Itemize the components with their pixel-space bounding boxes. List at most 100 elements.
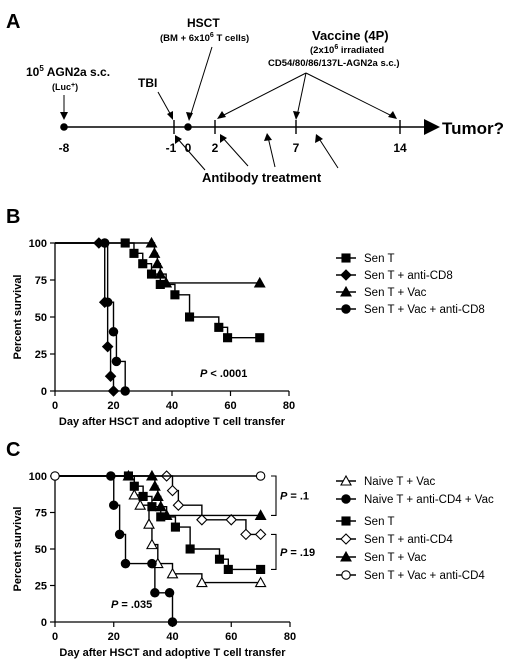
series-0-point — [143, 518, 155, 529]
timeline-arrowhead — [424, 119, 440, 135]
dot-day-0 — [184, 123, 192, 131]
y-axis-label: Percent survival — [12, 275, 24, 360]
panel-b-letter: B — [6, 206, 20, 228]
legend-label: Sen T + Vac — [364, 552, 427, 564]
series-4-point — [148, 480, 161, 491]
day-label: 14 — [393, 141, 407, 155]
legend-marker — [340, 269, 352, 281]
y-tick-label: 0 — [41, 617, 47, 629]
bracket-p-value: P = .19 — [280, 547, 315, 559]
arrow-antibody-4 — [317, 136, 339, 169]
series-0-point — [185, 312, 195, 322]
panel-b: B 0 25 50 75 100 0 20 40 60 80 Day after HSCT and … — [6, 206, 485, 428]
p-label: P — [200, 368, 208, 380]
series-1-point — [107, 385, 120, 397]
series-1-point — [167, 617, 178, 627]
series-1-point — [164, 588, 175, 598]
series-2-point — [256, 564, 266, 574]
series-1-point — [101, 340, 114, 353]
series-1-point — [104, 370, 117, 382]
arrow-vaccine-day7 — [296, 72, 307, 117]
significance-bracket — [271, 475, 277, 516]
p-value: = .035 — [118, 599, 152, 611]
agn2a-sublabel: (Luc+) — [52, 82, 78, 92]
arrowhead — [175, 135, 182, 144]
series-2-point — [223, 564, 233, 574]
x-tick-label: 40 — [166, 400, 178, 412]
series-2-point — [160, 276, 173, 288]
x-tick-label: 80 — [283, 400, 295, 412]
legend-label: Sen T + Vac + anti-CD8 — [364, 304, 485, 316]
legend-b: Sen T Sen T + anti-CD8 Sen T + Vac Sen T + … — [336, 253, 485, 316]
legend-label: Sen T + anti-CD8 — [364, 270, 453, 282]
series-2-point — [148, 247, 161, 258]
series-4-point — [151, 490, 164, 501]
series-line-1 — [55, 242, 115, 391]
legend-label: Sen T + Vac + anti-CD4 — [364, 570, 485, 582]
significance-bracket — [271, 533, 277, 570]
series-1-point — [147, 558, 157, 569]
x-tick-label: 40 — [166, 631, 178, 643]
legend-label: Sen T + anti-CD4 — [364, 534, 453, 546]
y-tick-label: 25 — [35, 349, 47, 361]
tumor-label: Tumor? — [442, 119, 504, 138]
series-0-point — [146, 538, 158, 550]
bracket-p-value: P = .1 — [280, 491, 309, 503]
series-line-3 — [55, 242, 126, 391]
arrowhead — [217, 111, 226, 119]
legend-label: Sen T + Vac — [364, 287, 427, 299]
legend-marker — [341, 494, 351, 504]
arrowhead — [315, 134, 323, 143]
y-axis-label: Percent survival — [12, 507, 24, 592]
series-2-point — [145, 236, 158, 248]
series-3-point — [240, 528, 252, 541]
series-3-point — [111, 356, 122, 367]
series-3-point — [99, 238, 110, 248]
vaccine-detail-2: CD54/80/86/137L-AGN2a s.c.) — [268, 58, 399, 69]
x-tick-label: 0 — [52, 631, 58, 643]
survival-chart-b: 0 25 50 75 100 0 20 40 60 80 Day after HSCT and ad… — [12, 236, 295, 428]
arrowhead — [293, 111, 300, 120]
p-label: P — [280, 491, 288, 503]
x-tick-label: 60 — [225, 631, 237, 643]
series-0-point — [195, 576, 208, 588]
series-2-point — [253, 276, 266, 288]
series-3-point — [196, 514, 208, 526]
y-tick-label: 75 — [35, 275, 47, 287]
series-3-point — [166, 484, 179, 497]
vaccine-detail-1: (2x106 irradiated — [310, 44, 384, 56]
day-label: 7 — [293, 141, 300, 155]
p-value: = .19 — [287, 547, 315, 559]
y-tick-label: 100 — [29, 238, 47, 250]
panel-a-letter: A — [6, 11, 20, 33]
legend-marker — [340, 550, 352, 562]
agn2a-label: 105 AGN2a s.c. — [26, 64, 110, 79]
x-axis-label: Day after HSCT and adoptive T cell trans… — [59, 647, 286, 659]
series-3-point — [225, 514, 238, 526]
legend-label: Sen T — [364, 253, 394, 265]
series-1-point — [120, 558, 131, 569]
p-label: P — [111, 599, 119, 611]
series-1-point — [114, 529, 125, 540]
p-value: < .0001 — [207, 368, 247, 380]
legend-marker — [340, 285, 352, 297]
series-2-point — [154, 267, 167, 279]
series-0-point — [214, 322, 224, 332]
tbi-label: TBI — [138, 76, 157, 90]
series-0-point — [223, 333, 233, 343]
legend-marker — [341, 570, 351, 580]
series-2-point — [151, 257, 164, 269]
p-value: = .1 — [287, 491, 309, 503]
series-2-point — [138, 491, 148, 501]
arrowhead — [388, 111, 397, 119]
arrow-antibody-3 — [267, 136, 276, 168]
arrow-hsct — [189, 46, 213, 118]
x-tick-label: 20 — [107, 400, 119, 412]
legend-label: Naive T + anti-CD4 + Vac — [364, 494, 494, 506]
series-1-point — [109, 500, 119, 510]
series-4-point — [160, 509, 173, 520]
series-5-point — [50, 471, 60, 481]
panel-c: C 0 25 50 75 100 0 20 40 60 80 Day after HSCT and … — [6, 439, 494, 659]
arrow-vaccine-day14 — [305, 72, 395, 118]
